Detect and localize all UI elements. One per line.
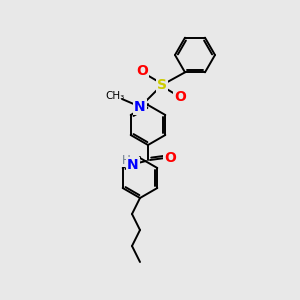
Text: O: O [136, 64, 148, 78]
Text: O: O [164, 151, 176, 165]
Text: S: S [157, 78, 167, 92]
Text: N: N [134, 100, 146, 114]
Text: N: N [127, 158, 139, 172]
Text: O: O [174, 90, 186, 104]
Text: H: H [122, 154, 130, 166]
Text: CH₃: CH₃ [105, 91, 124, 101]
